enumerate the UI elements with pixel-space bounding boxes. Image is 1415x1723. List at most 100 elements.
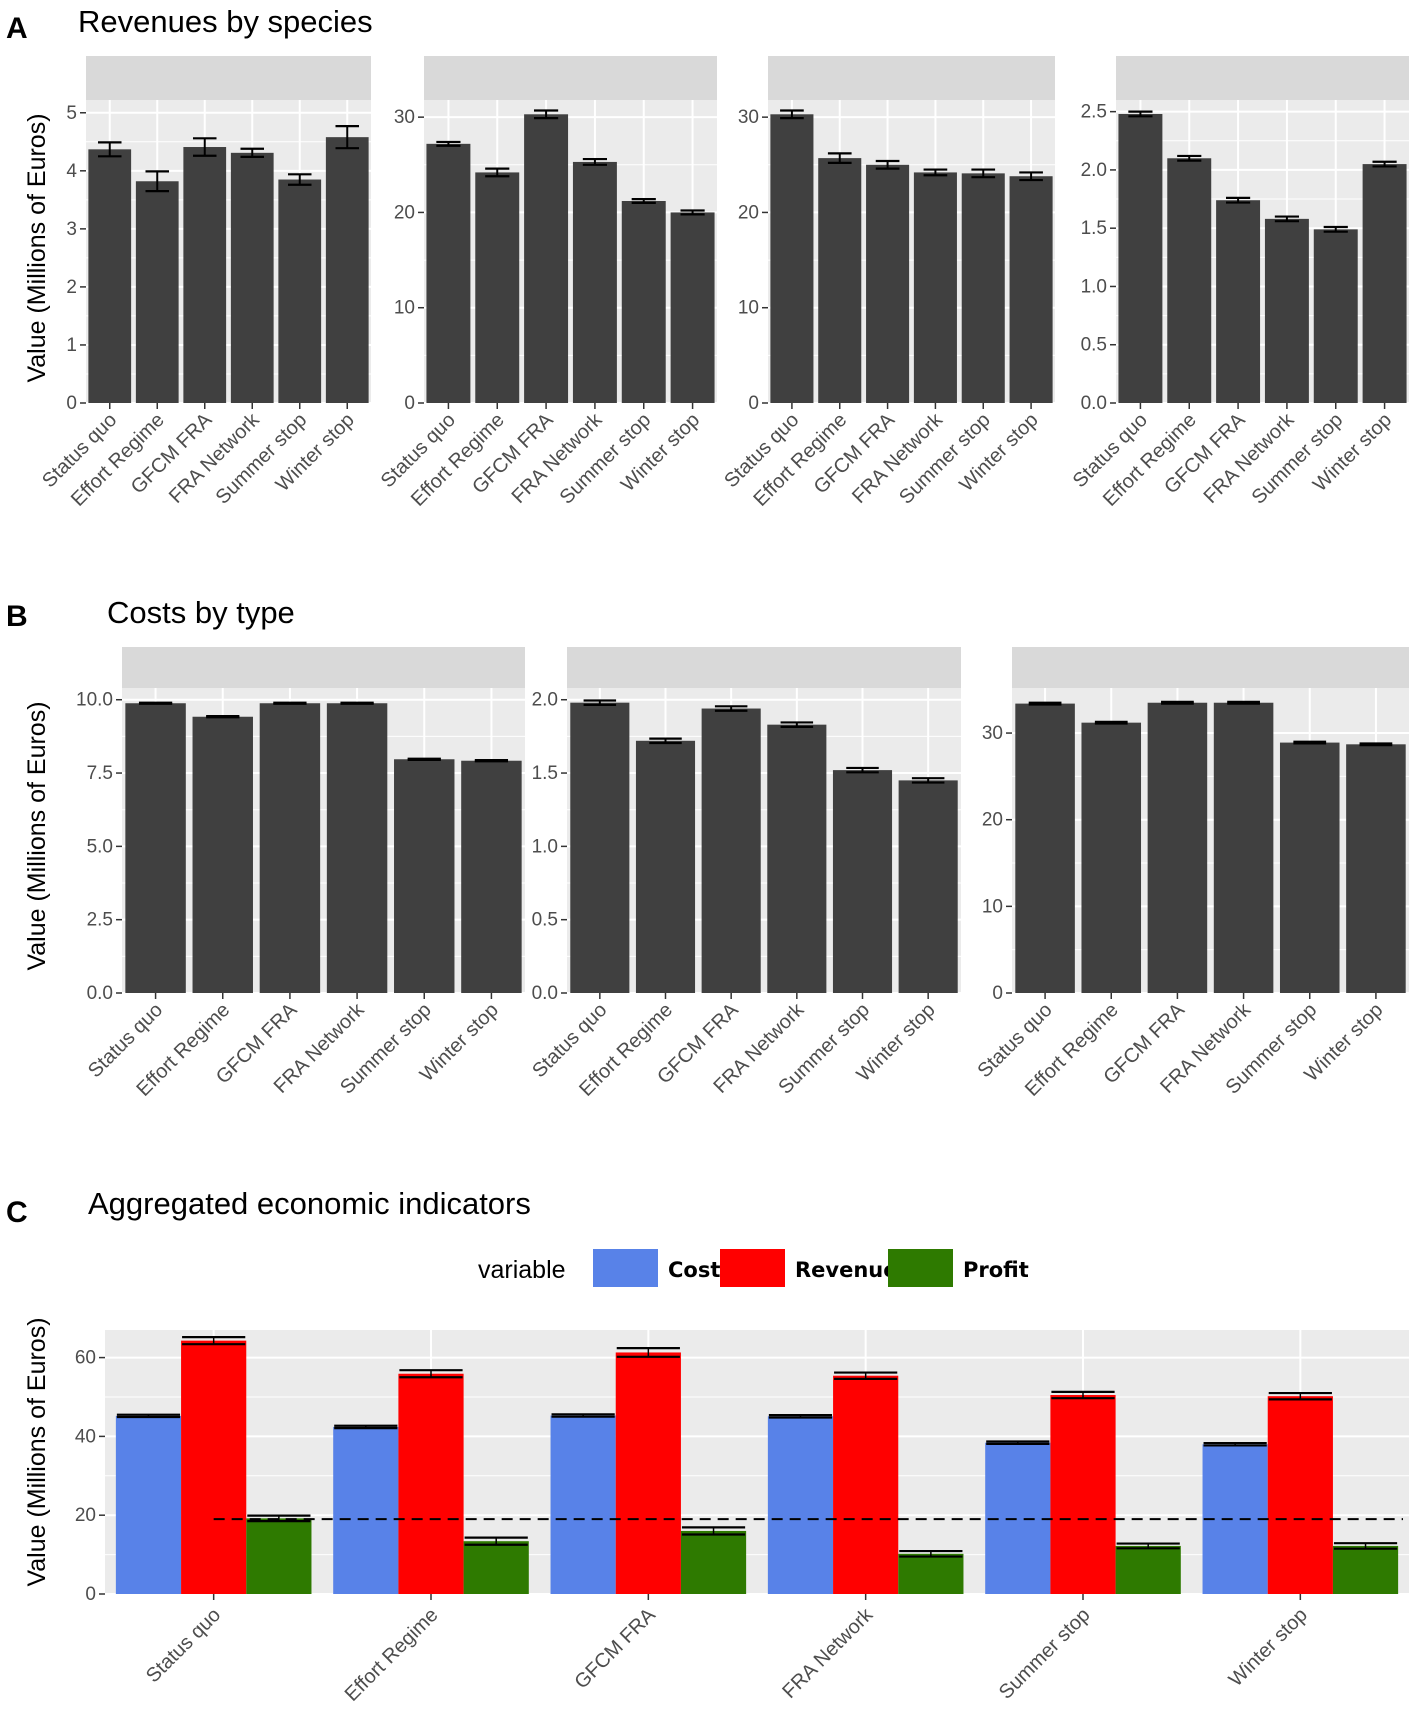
bar — [1264, 218, 1309, 403]
bar — [1009, 176, 1053, 403]
bar-revenues — [1050, 1395, 1116, 1594]
plot-background — [86, 100, 371, 403]
charts-layer: 0 1 2 3 4 5 Status quo Effort Regime GFCM FRA FRA… — [38, 56, 1409, 1706]
y-tick-label: 2.0 — [1081, 160, 1107, 181]
bar — [1362, 164, 1407, 403]
bar-costs — [115, 1415, 182, 1594]
y-tick-label: 0 — [404, 393, 415, 414]
bar — [1167, 158, 1212, 403]
x-tick-label: Summer stop — [995, 1604, 1095, 1704]
y-tick-label: 20 — [982, 810, 1003, 831]
y-tick-label: 60 — [75, 1348, 96, 1369]
legend-swatch-revenues — [720, 1249, 785, 1287]
y-tick-label: 2.5 — [1081, 102, 1107, 123]
bar — [230, 152, 274, 403]
facet-strip — [1012, 647, 1409, 688]
y-tick-label: 0.0 — [1081, 393, 1107, 414]
bar — [1216, 200, 1261, 403]
bar-revenues — [181, 1340, 247, 1594]
y-tick-label: 40 — [75, 1426, 96, 1447]
panel-title-a: Revenues by species — [78, 4, 373, 39]
bar — [394, 759, 455, 993]
y-tick-label: 0.5 — [1081, 335, 1107, 356]
y-tick-label: 10 — [982, 896, 1003, 917]
y-tick-label: 0 — [992, 983, 1003, 1004]
x-tick-label: Winter stop — [1225, 1604, 1312, 1691]
y-tick-label: 0 — [85, 1584, 96, 1605]
panel-letter-c: C — [6, 1196, 28, 1229]
panel-letter-a: A — [6, 12, 28, 45]
bar-costs — [550, 1415, 616, 1594]
bar — [326, 703, 388, 993]
facet-strip — [567, 647, 961, 688]
bar — [570, 702, 630, 993]
y-axis-title-c: Value (Millions of Euros) — [23, 1317, 51, 1586]
y-axis-title-b: Value (Millions of Euros) — [23, 701, 51, 970]
bar-costs — [333, 1426, 399, 1594]
bar — [125, 703, 186, 993]
plot-background — [567, 688, 961, 993]
bar — [183, 147, 227, 403]
y-tick-label: 0.0 — [532, 983, 558, 1004]
y-tick-label: 0.5 — [532, 910, 558, 931]
bar — [325, 137, 369, 404]
y-tick-label: 4 — [66, 161, 77, 182]
plot-background — [1012, 688, 1409, 993]
bar-revenues — [615, 1352, 681, 1594]
bar — [259, 703, 321, 993]
bar-profit — [680, 1530, 747, 1594]
y-tick-label: 30 — [738, 107, 759, 128]
plot-background — [122, 688, 525, 993]
panel-title-b: Costs by type — [107, 595, 295, 630]
y-tick-label: 1.5 — [1081, 218, 1107, 239]
facet-strip — [424, 56, 717, 100]
legend-swatch-profit — [888, 1249, 953, 1287]
bar-profit — [1332, 1545, 1399, 1594]
y-tick-label: 2.0 — [532, 690, 558, 711]
bar-costs — [767, 1416, 834, 1594]
legend-swatch-costs — [593, 1249, 658, 1287]
y-tick-label: 2.5 — [87, 910, 113, 931]
bar — [1015, 703, 1075, 993]
bar-profit — [463, 1541, 529, 1594]
y-axis-title-a: Value (Millions of Euros) — [23, 113, 51, 382]
plot-background — [424, 100, 717, 403]
bar — [475, 172, 520, 403]
bar — [770, 114, 814, 403]
bar — [1346, 744, 1406, 993]
panel-title-c: Aggregated economic indicators — [88, 1186, 531, 1221]
bar — [278, 179, 322, 403]
x-tick-label: Effort Regime — [341, 1604, 443, 1706]
bar — [1118, 113, 1163, 403]
y-tick-label: 1 — [66, 335, 77, 356]
plot-background — [105, 1330, 1409, 1594]
y-tick-label: 20 — [75, 1505, 96, 1526]
y-tick-label: 5 — [66, 103, 77, 124]
bar — [913, 172, 957, 403]
y-tick-label: 10 — [738, 298, 759, 319]
bar — [621, 201, 666, 403]
y-tick-label: 0.0 — [87, 983, 113, 1004]
bar — [524, 114, 569, 403]
bar — [426, 143, 471, 403]
bar — [1213, 702, 1274, 993]
facet-strip — [1116, 56, 1409, 100]
bar — [461, 760, 522, 993]
y-tick-label: 1.0 — [532, 836, 558, 857]
bar — [961, 173, 1005, 403]
panel-letter-b: B — [6, 600, 28, 633]
y-tick-label: 0 — [748, 393, 759, 414]
bar-profit — [246, 1518, 312, 1594]
bar-revenues — [1267, 1396, 1333, 1594]
bar — [818, 158, 862, 403]
y-tick-label: 20 — [394, 202, 415, 223]
y-tick-label: 0 — [66, 393, 77, 414]
facet-strip — [122, 647, 525, 688]
legend: variable Costs Revenues Profit — [478, 1249, 1029, 1287]
bar-profit — [1115, 1545, 1181, 1594]
bar — [635, 740, 696, 993]
bar-profit — [898, 1553, 964, 1594]
bar-revenues — [398, 1373, 464, 1594]
bar — [1147, 702, 1208, 993]
bar — [866, 164, 910, 403]
